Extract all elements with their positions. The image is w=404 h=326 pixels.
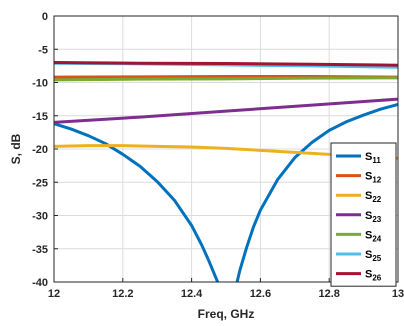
legend-label-s22: S22 [365,190,382,204]
y-tick-label: -5 [38,44,48,56]
y-tick-label: -40 [32,277,48,289]
y-tick-label: -25 [32,177,48,189]
legend-label-main: S [365,171,372,183]
legend-label-main: S [365,151,372,163]
legend-label-s23: S23 [365,210,382,224]
ticks: 12 12.2 12.4 12.6 12.8 13 0 -5 -10 -15 -20 -25 -30 -3… [32,11,404,300]
x-tick-label: 12.4 [181,288,203,300]
series-line-s26 [54,61,398,67]
y-tick-label: -30 [32,211,48,223]
x-tick-label: 12.8 [318,288,339,300]
legend-label-subscript: 25 [372,254,381,263]
y-tick-label: -20 [32,144,48,156]
x-tick-label: 12 [48,288,60,300]
legend-label-s24: S24 [365,229,382,243]
legend-label-main: S [365,269,372,281]
legend-label-main: S [365,229,372,241]
y-tick-label: 0 [42,11,48,23]
legend-label-subscript: 22 [372,195,381,204]
legend-label-main: S [365,190,372,202]
legend-label-subscript: 12 [372,176,381,185]
x-tick-label: 12.6 [250,288,271,300]
legend-label-subscript: 24 [372,234,381,243]
series-line-s23 [54,97,398,124]
legend-label-main: S [365,210,372,222]
y-axis-label: S, dB [9,133,23,164]
legend-label-subscript: 26 [372,274,381,283]
series-line-s24 [54,76,398,82]
x-tick-label: 12.2 [112,288,133,300]
legend-label-main: S [365,249,372,261]
y-tick-label: -10 [32,78,48,90]
x-tick-label: 13 [392,288,404,300]
legend-label-subscript: 23 [372,215,381,224]
y-tick-label: -15 [32,111,48,123]
series-line-s11 [54,103,398,282]
legend-label-s25: S25 [365,249,382,263]
legend-label-s11: S11 [365,151,381,165]
y-tick-label: -35 [32,244,48,256]
x-axis-label: Freq, GHz [198,307,255,321]
legend-label-s26: S26 [365,269,382,283]
legend-label-subscript: 11 [372,156,381,165]
legend-label-s12: S12 [365,171,382,185]
